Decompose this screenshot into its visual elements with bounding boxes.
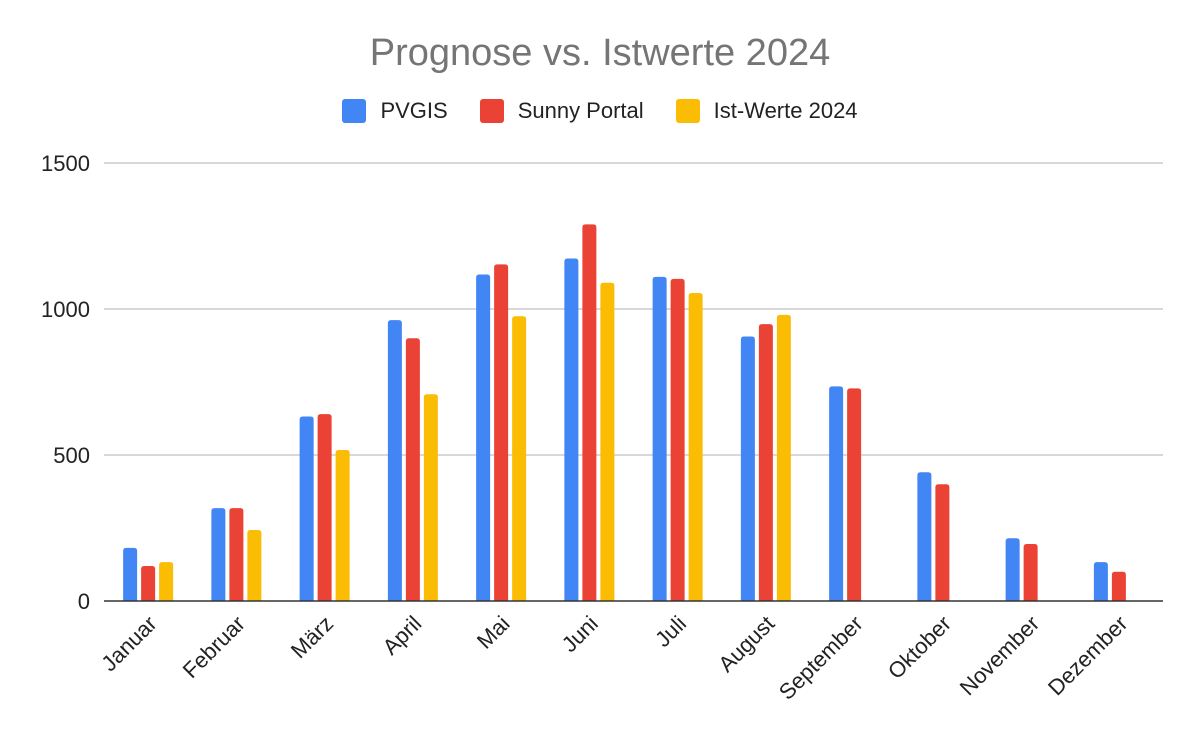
bar	[935, 484, 950, 601]
x-tick-label: April	[378, 611, 427, 660]
bar	[1111, 571, 1126, 601]
legend-label-ist-werte: Ist-Werte 2024	[713, 98, 858, 123]
bar	[299, 416, 314, 601]
legend-item-pvgis: PVGIS	[342, 98, 448, 124]
x-tick-label: Juni	[557, 611, 603, 657]
x-tick-label: Juli	[650, 611, 691, 652]
x-tick-label: August	[713, 611, 779, 677]
legend-label-sunny-portal: Sunny Portal	[517, 98, 644, 123]
bar	[494, 264, 509, 601]
bar	[847, 388, 862, 601]
bar	[512, 316, 527, 601]
bar	[758, 324, 773, 601]
bar	[600, 282, 615, 601]
bar	[387, 320, 402, 601]
bar	[159, 562, 174, 601]
chart-legend: PVGIS Sunny Portal Ist-Werte 2024	[0, 98, 1200, 124]
bar	[247, 530, 262, 601]
y-tick-label: 1500	[41, 151, 90, 176]
x-tick-label: September	[774, 611, 868, 705]
bar	[1093, 562, 1108, 601]
bar	[829, 386, 844, 601]
bar	[317, 414, 332, 601]
bar	[123, 547, 138, 601]
chart-title: Prognose vs. Istwerte 2024	[369, 32, 831, 74]
x-tick-label: Oktober	[883, 611, 956, 684]
x-tick-label: März	[286, 611, 338, 663]
bar	[652, 276, 667, 601]
bar	[405, 338, 420, 601]
legend-swatch-sunny-portal	[479, 99, 504, 123]
bar	[917, 472, 932, 601]
legend-label-pvgis: PVGIS	[380, 98, 448, 123]
bar	[423, 394, 438, 601]
x-tick-label: Februar	[178, 611, 250, 683]
x-tick-label: November	[955, 611, 1044, 700]
bar	[335, 450, 350, 601]
legend-swatch-pvgis	[342, 99, 367, 123]
bar	[1005, 538, 1020, 601]
bar	[776, 314, 791, 601]
y-tick-label: 1000	[41, 297, 90, 322]
bar	[141, 565, 156, 601]
legend-item-sunny-portal: Sunny Portal	[479, 98, 644, 124]
y-tick-label: 0	[78, 589, 90, 614]
bar	[476, 274, 491, 601]
bar	[1023, 544, 1038, 601]
legend-item-ist-werte: Ist-Werte 2024	[675, 98, 858, 124]
legend-swatch-ist-werte	[675, 99, 700, 123]
x-tick-label: Dezember	[1043, 611, 1132, 700]
bar	[564, 258, 579, 601]
x-tick-label: Januar	[96, 611, 161, 676]
bar	[582, 224, 597, 601]
x-tick-label: Mai	[472, 611, 515, 654]
bar	[670, 278, 685, 601]
bar	[740, 336, 755, 601]
bar	[688, 292, 703, 601]
bar	[229, 508, 244, 601]
y-tick-label: 500	[53, 443, 90, 468]
bar	[211, 508, 226, 601]
